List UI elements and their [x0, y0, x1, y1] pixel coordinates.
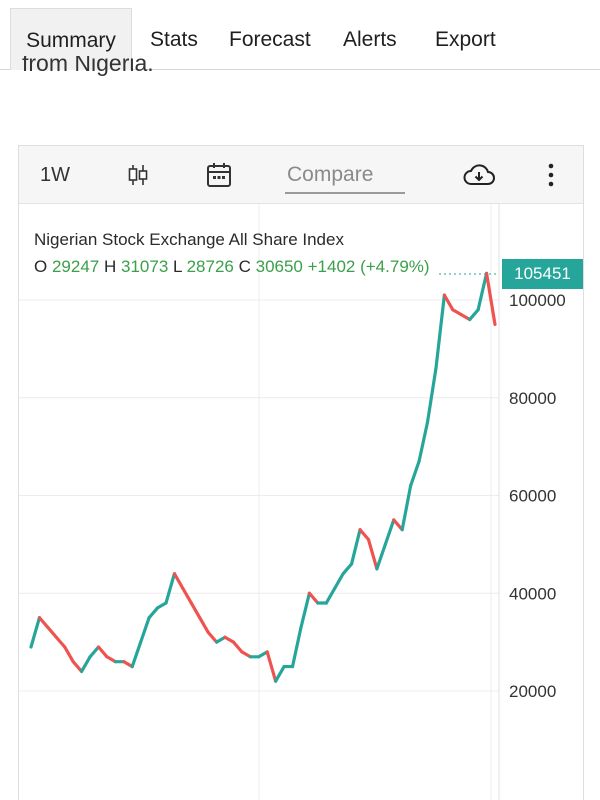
y-tick-label: 40000: [509, 584, 556, 603]
price-segment: [88, 645, 101, 659]
tab-export[interactable]: Export: [435, 28, 496, 51]
price-segment: [307, 591, 320, 605]
price-segment: [63, 645, 75, 664]
open-value: 29247: [51, 257, 100, 276]
tab-summary[interactable]: Summary: [10, 8, 132, 70]
open-label: O: [34, 257, 48, 276]
price-segment: [290, 625, 303, 669]
chart-toolbar: 1W Compare: [19, 146, 583, 204]
tab-bar: Summary Stats Forecast Alerts Export: [0, 0, 600, 70]
price-segment: [37, 616, 50, 630]
price-segment: [80, 655, 92, 674]
y-tick-label: 20000: [509, 682, 556, 701]
price-segment: [172, 572, 185, 590]
close-label: C: [238, 257, 251, 276]
compare-input[interactable]: Compare: [285, 160, 405, 194]
price-segment: [215, 635, 227, 644]
price-segment: [164, 572, 177, 605]
price-segment: [324, 586, 337, 605]
price-segment: [240, 650, 252, 659]
last-price-badge: 105451: [502, 259, 583, 289]
price-segment: [198, 616, 210, 634]
price-series: [29, 271, 499, 683]
price-segment: [434, 293, 446, 371]
price-segment: [130, 640, 143, 669]
price-segment: [96, 645, 109, 659]
low-label: L: [173, 257, 182, 276]
price-segment: [189, 601, 202, 620]
price-segment: [341, 562, 354, 576]
price-segment: [383, 518, 396, 546]
price-segment: [206, 630, 219, 644]
price-segment: [476, 271, 489, 312]
price-segment: [358, 528, 371, 542]
price-segment: [54, 635, 67, 649]
interval-button[interactable]: 1W: [40, 163, 70, 186]
y-tick-label: 100000: [509, 291, 566, 310]
price-segment: [105, 655, 117, 664]
cloud-download-icon[interactable]: [459, 146, 499, 204]
high-value: 31073: [121, 257, 169, 276]
price-segment: [375, 542, 387, 571]
price-segment: [417, 420, 430, 463]
high-label: H: [103, 257, 117, 276]
price-segment: [451, 308, 463, 317]
tab-alerts[interactable]: Alerts: [343, 28, 397, 51]
more-vertical-icon[interactable]: [534, 146, 568, 204]
price-segment: [71, 660, 84, 674]
price-segment: [46, 625, 58, 639]
price-segment: [425, 366, 438, 424]
price-segment: [459, 313, 472, 322]
price-segment: [231, 640, 244, 654]
chart-title: Nigerian Stock Exchange All Share Index: [34, 230, 344, 249]
price-segment: [366, 537, 379, 571]
y-tick-label: 60000: [509, 487, 556, 506]
price-segment: [181, 586, 193, 605]
chart-grid: [19, 204, 500, 800]
price-segment: [333, 572, 345, 590]
price-segment: [155, 601, 168, 610]
low-value: 28726: [186, 257, 234, 276]
description-text: from Nigeria.: [22, 56, 154, 76]
candlestick-icon[interactable]: [119, 146, 157, 204]
price-segment: [468, 308, 480, 322]
price-chart[interactable]: 100000 80000 60000 40000 20000: [19, 204, 583, 800]
calendar-icon[interactable]: [199, 146, 239, 204]
price-segment: [29, 616, 42, 649]
tab-forecast[interactable]: Forecast: [229, 28, 311, 51]
price-segment: [299, 591, 311, 630]
price-segment: [442, 293, 455, 312]
tab-stats[interactable]: Stats: [150, 28, 198, 51]
y-axis: 100000 80000 60000 40000 20000: [509, 291, 566, 701]
ohlc-readout: O 29247 H 31073 L 28726 C 30650 +1402 (+…: [34, 257, 430, 277]
close-value: 30650: [255, 257, 303, 276]
price-segment: [274, 664, 286, 683]
chart-canvas: 100000 80000 60000 40000 20000: [19, 204, 566, 800]
price-segment: [147, 606, 160, 620]
price-segment: [392, 518, 404, 532]
price-segment: [484, 271, 497, 327]
price-segment: [409, 459, 421, 488]
price-segment: [400, 484, 413, 532]
price-segment: [223, 635, 236, 644]
price-segment: [265, 650, 278, 683]
y-tick-label: 80000: [509, 389, 556, 408]
change-value: +1402 (+4.79%): [307, 257, 430, 276]
chart-widget: 1W Compare: [18, 145, 584, 800]
price-segment: [349, 528, 362, 566]
price-segment: [139, 616, 151, 644]
